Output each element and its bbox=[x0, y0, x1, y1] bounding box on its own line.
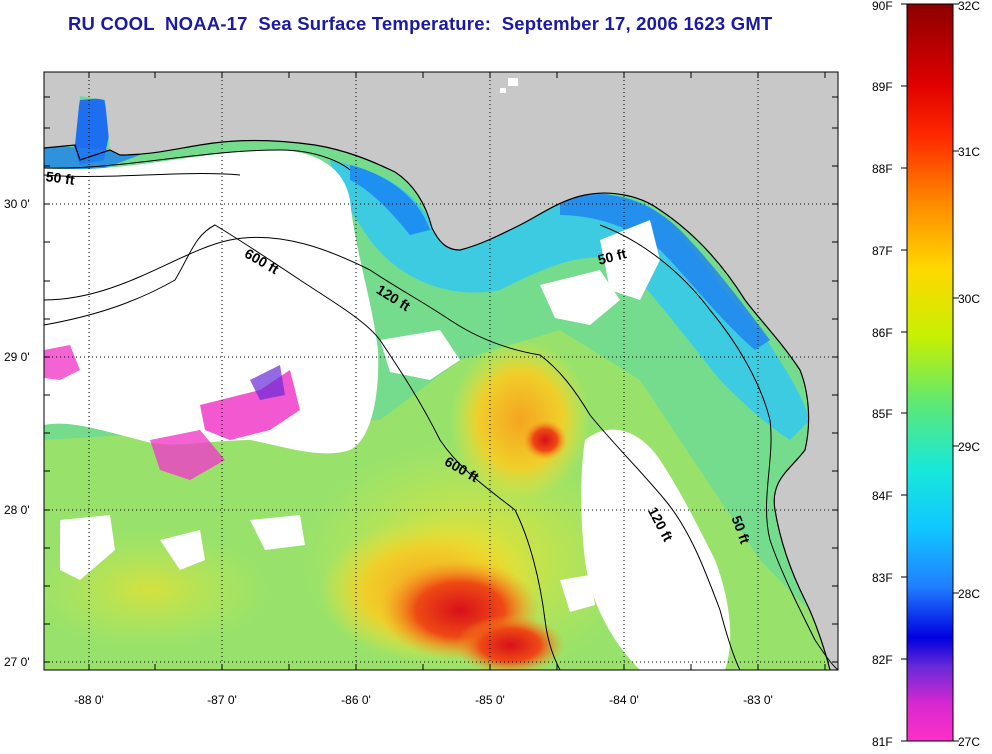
colorbar-label-89f: 89F bbox=[872, 80, 893, 94]
lon-label-87: -87 0' bbox=[207, 693, 237, 707]
lon-label-83: -83 0' bbox=[743, 693, 773, 707]
depth-contours bbox=[44, 149, 838, 670]
coastline bbox=[44, 139, 831, 670]
colorbar-label-90f: 90F bbox=[872, 0, 893, 13]
lon-label-85: -85 0' bbox=[475, 693, 505, 707]
colorbar-label-29c: 29C bbox=[958, 440, 981, 454]
lat-label-28: 28 0' bbox=[4, 503, 30, 517]
cloud-cover-se bbox=[581, 429, 731, 670]
colorbar-label-84f: 84F bbox=[872, 489, 893, 503]
lon-label-88: -88 0' bbox=[74, 693, 104, 707]
colorbar-label-83f: 83F bbox=[872, 571, 893, 585]
lon-label-86: -86 0' bbox=[341, 693, 371, 707]
colorbar-ticks bbox=[901, 3, 959, 742]
lat-label-30: 30 0' bbox=[4, 197, 30, 211]
colorbar-label-30c: 30C bbox=[958, 292, 981, 306]
lat-label-27: 27 0' bbox=[4, 655, 30, 669]
colorbar-label-88f: 88F bbox=[872, 162, 893, 176]
land-mass bbox=[44, 72, 838, 670]
colorbar bbox=[906, 3, 954, 742]
axis-ticks bbox=[44, 72, 838, 670]
colorbar-label-86f: 86F bbox=[872, 326, 893, 340]
lat-label-29: 29 0' bbox=[4, 350, 30, 364]
colorbar-label-27c: 27C bbox=[958, 735, 981, 749]
colorbar-label-81f: 81F bbox=[872, 735, 893, 749]
colorbar-label-31c: 31C bbox=[958, 145, 981, 159]
lon-label-84: -84 0' bbox=[609, 693, 639, 707]
colorbar-label-87f: 87F bbox=[872, 244, 893, 258]
colorbar-label-32c: 32C bbox=[958, 0, 981, 13]
colorbar-label-85f: 85F bbox=[872, 407, 893, 421]
map-frame bbox=[43, 71, 839, 671]
map-title: RU COOL NOAA-17 Sea Surface Temperature:… bbox=[68, 13, 773, 34]
colorbar-label-28c: 28C bbox=[958, 587, 981, 601]
graticule bbox=[44, 72, 838, 670]
cloud-cover-nw bbox=[44, 150, 379, 454]
colorbar-label-82f: 82F bbox=[872, 653, 893, 667]
map-area bbox=[44, 72, 838, 670]
